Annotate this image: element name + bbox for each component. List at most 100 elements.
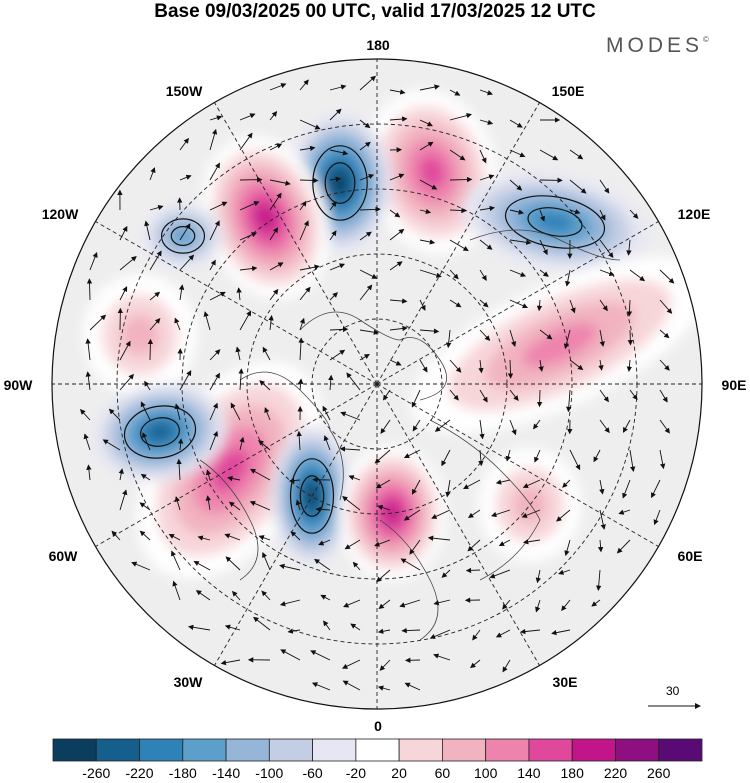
wind-vector [359, 329, 380, 335]
anomaly-fill [121, 314, 159, 356]
wind-vector [467, 539, 481, 552]
wind-vector [119, 225, 128, 241]
wind-vector [599, 239, 614, 259]
wind-vector [626, 359, 633, 372]
anomaly-fill [211, 448, 249, 492]
wind-vector [144, 380, 151, 391]
wind-vector [433, 599, 451, 606]
wind-vector [297, 378, 304, 391]
colorbar-swatch [528, 738, 573, 762]
lon-label-90e: 90E [721, 377, 747, 393]
wind-vector [449, 149, 466, 161]
wind-vector [491, 509, 511, 518]
wind-vector [561, 599, 571, 612]
wind-vector [86, 464, 92, 481]
wind-vector [119, 340, 131, 361]
wind-vector [627, 329, 634, 346]
colorbar-swatch [485, 738, 530, 762]
wind-vector [536, 299, 543, 312]
wind-vector [350, 623, 361, 631]
wind-vector [403, 509, 421, 521]
coastline [379, 519, 439, 641]
wind-vector [419, 208, 432, 215]
colorbar-tick-label: -60 [302, 765, 323, 781]
wind-vector [239, 436, 245, 451]
wind-vector [139, 502, 151, 511]
wind-vector [342, 680, 361, 691]
wind-vector [224, 624, 241, 631]
wind-vector [269, 288, 279, 301]
wind-vector [479, 119, 494, 125]
wind-vector [569, 299, 576, 314]
wind-vector [227, 475, 241, 482]
wind-vector [599, 329, 605, 347]
wind-vector [322, 405, 331, 421]
wind-vector [259, 380, 271, 391]
wind-vector [569, 149, 584, 160]
coastline [199, 459, 259, 581]
wind-vector [539, 209, 545, 222]
wind-vector [239, 232, 258, 241]
wind-vector [142, 432, 151, 451]
wind-vector [89, 314, 107, 331]
wind-vector [479, 149, 487, 164]
wind-vector [174, 496, 181, 511]
wind-vector [374, 539, 391, 547]
wind-vector [118, 468, 124, 481]
wind-vector [595, 569, 602, 591]
wind-vector [287, 628, 301, 634]
wind-vector [179, 137, 189, 151]
wind-vector [149, 204, 164, 211]
wind-vector [411, 479, 421, 495]
wind-vector [449, 299, 462, 308]
wind-vector [489, 569, 511, 579]
colorbar-swatch [139, 738, 184, 762]
wind-vector [296, 430, 302, 451]
meridian-line [214, 102, 378, 385]
wind-vector [659, 419, 670, 434]
wind-vector [149, 318, 161, 331]
wind-vector [209, 162, 220, 181]
wind-vector [389, 228, 405, 241]
wind-vector [209, 430, 218, 451]
wind-vector [409, 539, 421, 555]
wind-vector [509, 179, 523, 191]
wind-vector [299, 145, 316, 152]
wind-vector [311, 682, 331, 691]
map-boundary [51, 58, 703, 710]
wind-vector [144, 220, 151, 241]
wind-vector [323, 620, 331, 631]
wind-vector [502, 659, 511, 673]
wind-vector [599, 179, 610, 194]
wind-vector [359, 353, 370, 361]
wind-vector [419, 84, 440, 91]
colorbar-tick-label: 100 [474, 765, 498, 781]
wind-vector [479, 299, 489, 308]
wind-vector [539, 329, 553, 340]
wind-vector [599, 389, 609, 403]
wind-vector [539, 149, 559, 161]
wind-vector [626, 299, 633, 317]
colorbar-swatch [355, 738, 400, 762]
wind-vector [178, 284, 185, 301]
wind-vector [228, 501, 241, 511]
wind-vector [174, 403, 181, 421]
wind-vector [470, 659, 481, 669]
colorbar-tick-label: 60 [434, 765, 451, 781]
wind-vector [566, 389, 572, 413]
wind-vector [505, 449, 511, 462]
wind-vector [314, 558, 331, 571]
wind-vector [495, 629, 511, 638]
wind-vector [449, 176, 473, 183]
wind-vector [629, 269, 646, 282]
wind-vector [411, 389, 421, 408]
wind-vector [419, 269, 442, 278]
wind-vector [495, 479, 511, 485]
wind-vector [323, 435, 331, 451]
wind-vector [449, 269, 459, 280]
wind-vector [232, 590, 241, 601]
wind-vector [419, 179, 438, 190]
wind-vector [195, 590, 211, 601]
